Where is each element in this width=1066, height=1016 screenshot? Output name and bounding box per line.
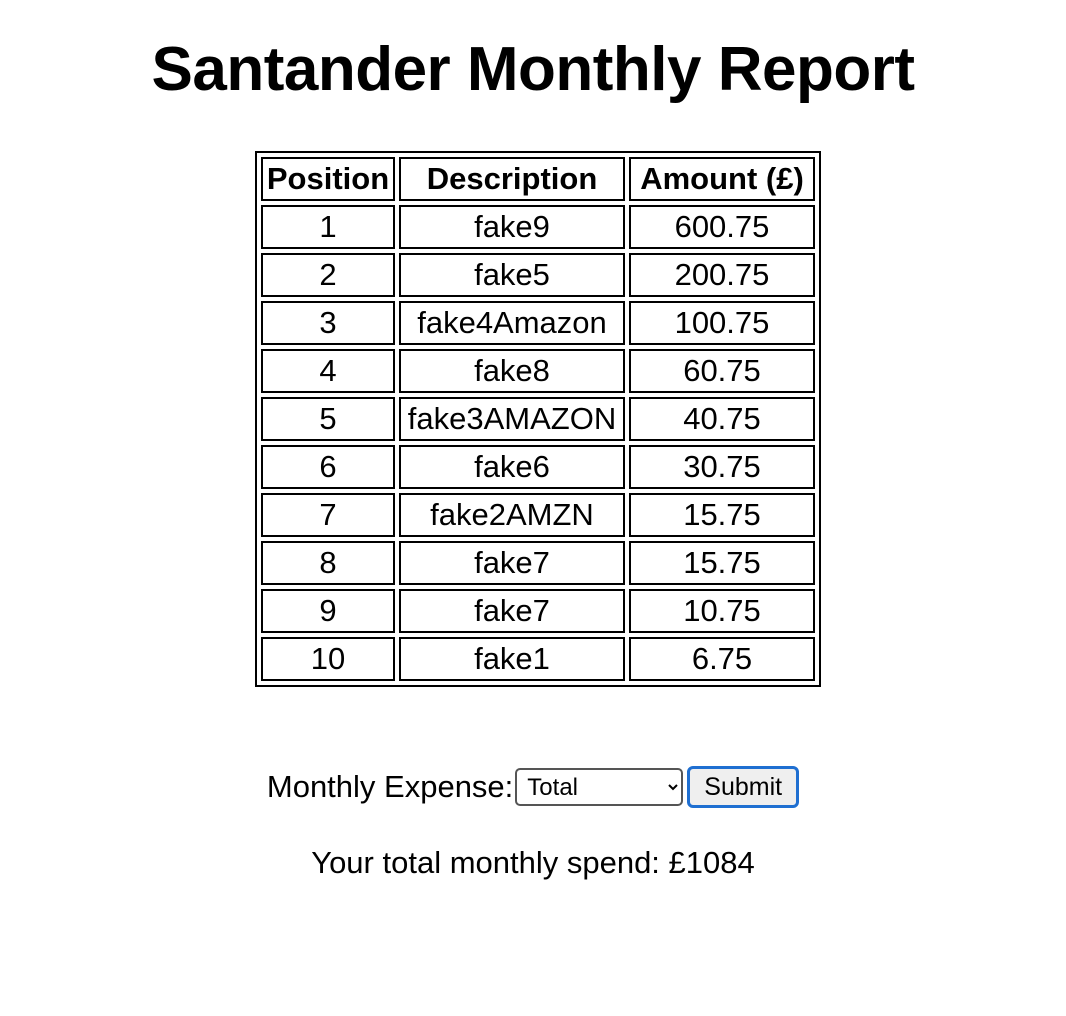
column-header-amount: Amount (£) xyxy=(629,157,815,201)
position-cell: 3 xyxy=(261,301,395,345)
column-header-position: Position xyxy=(261,157,395,201)
position-cell: 2 xyxy=(261,253,395,297)
position-cell: 8 xyxy=(261,541,395,585)
position-cell: 4 xyxy=(261,349,395,393)
amount-cell: 6.75 xyxy=(629,637,815,681)
table-row: 9 fake7 10.75 xyxy=(261,589,815,633)
table-row: 2 fake5 200.75 xyxy=(261,253,815,297)
description-cell: fake1 xyxy=(399,637,625,681)
description-cell: fake3AMAZON xyxy=(399,397,625,441)
description-cell: fake5 xyxy=(399,253,625,297)
amount-cell: 15.75 xyxy=(629,493,815,537)
amount-cell: 600.75 xyxy=(629,205,815,249)
amount-cell: 10.75 xyxy=(629,589,815,633)
table-row: 8 fake7 15.75 xyxy=(261,541,815,585)
position-cell: 1 xyxy=(261,205,395,249)
amount-cell: 30.75 xyxy=(629,445,815,489)
position-cell: 7 xyxy=(261,493,395,537)
position-cell: 10 xyxy=(261,637,395,681)
position-cell: 9 xyxy=(261,589,395,633)
table-row: 3 fake4Amazon 100.75 xyxy=(261,301,815,345)
page-title: Santander Monthly Report xyxy=(151,35,915,104)
column-header-description: Description xyxy=(399,157,625,201)
table-row: 10 fake1 6.75 xyxy=(261,637,815,681)
amount-cell: 15.75 xyxy=(629,541,815,585)
description-cell: fake7 xyxy=(399,541,625,585)
expense-form: Monthly Expense: Total Submit xyxy=(0,766,1066,808)
description-cell: fake4Amazon xyxy=(399,301,625,345)
amount-cell: 60.75 xyxy=(629,349,815,393)
description-cell: fake9 xyxy=(399,205,625,249)
monthly-expense-label: Monthly Expense: xyxy=(266,769,514,804)
total-spend-text: Your total monthly spend: £1084 xyxy=(311,845,755,880)
description-cell: fake8 xyxy=(399,349,625,393)
table-row: 1 fake9 600.75 xyxy=(261,205,815,249)
table-row: 5 fake3AMAZON 40.75 xyxy=(261,397,815,441)
table-header-row: Position Description Amount (£) xyxy=(261,157,815,201)
description-cell: fake2AMZN xyxy=(399,493,625,537)
submit-button[interactable]: Submit xyxy=(687,766,800,808)
expense-table: Position Description Amount (£) 1 fake9 … xyxy=(255,151,821,687)
amount-cell: 200.75 xyxy=(629,253,815,297)
monthly-expense-select[interactable]: Total xyxy=(515,768,684,806)
position-cell: 6 xyxy=(261,445,395,489)
position-cell: 5 xyxy=(261,397,395,441)
amount-cell: 40.75 xyxy=(629,397,815,441)
description-cell: fake6 xyxy=(399,445,625,489)
table-row: 4 fake8 60.75 xyxy=(261,349,815,393)
description-cell: fake7 xyxy=(399,589,625,633)
amount-cell: 100.75 xyxy=(629,301,815,345)
table-row: 7 fake2AMZN 15.75 xyxy=(261,493,815,537)
table-row: 6 fake6 30.75 xyxy=(261,445,815,489)
